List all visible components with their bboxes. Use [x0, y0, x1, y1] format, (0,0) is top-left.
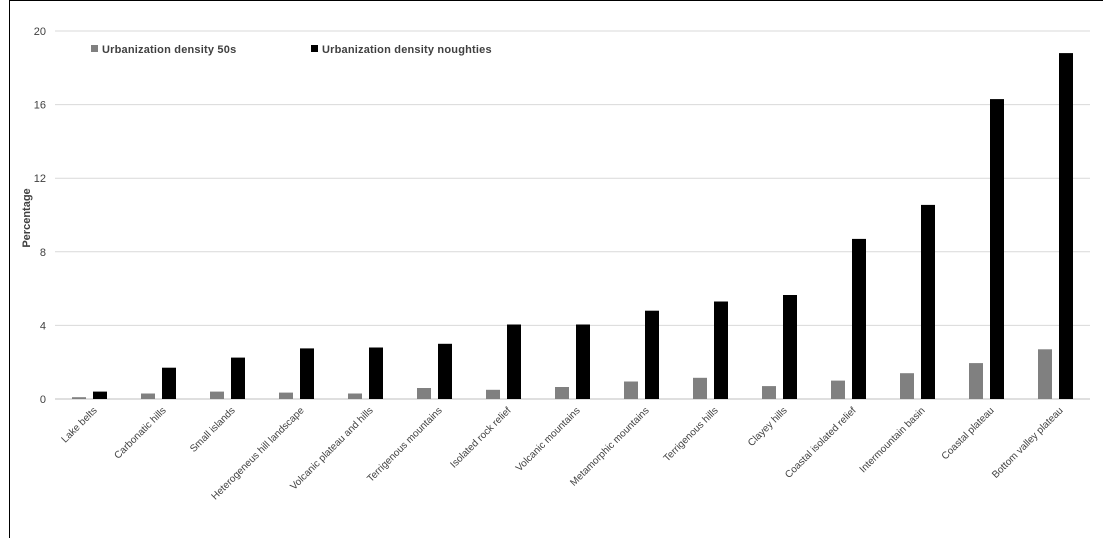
category-label: Volcanic plateau and hills: [288, 405, 375, 492]
bar-noughties: [300, 348, 314, 399]
legend: Urbanization density 50s Urbanization de…: [91, 44, 492, 56]
category-label: Clayey hills: [746, 405, 790, 449]
y-axis-label: Percentage: [21, 188, 33, 247]
category-label: Isolated rock relief: [448, 405, 513, 470]
bar-noughties: [645, 310, 659, 399]
bar-noughties: [783, 295, 797, 399]
bars: [72, 53, 1073, 399]
legend-label-50s: Urbanization density 50s: [102, 44, 236, 56]
bar-50s: [555, 387, 569, 399]
y-tick-labels: 0 4 8 12 16 20: [34, 26, 46, 406]
bar-noughties: [714, 301, 728, 399]
bar-50s: [900, 373, 914, 399]
bar-50s: [279, 392, 293, 399]
y-tick-label: 20: [34, 26, 46, 38]
bar-50s: [210, 391, 224, 399]
y-tick-label: 4: [40, 320, 46, 332]
bar-noughties: [1059, 53, 1073, 399]
category-label: Carbonatic hills: [112, 405, 168, 461]
y-tick-label: 12: [34, 173, 46, 185]
bar-50s: [831, 380, 845, 399]
category-label: Terrigenous hills: [662, 405, 721, 464]
bar-noughties: [852, 238, 866, 399]
category-label: Coastal plateau: [940, 405, 997, 462]
category-labels: Lake belts Carbonatic hills Small islandsH…: [60, 405, 1066, 502]
bar-50s: [693, 377, 707, 399]
bar-50s: [417, 388, 431, 399]
legend-swatch-noughties: [311, 45, 318, 52]
category-label: Small islands: [188, 405, 237, 454]
bar-noughties: [93, 391, 107, 399]
y-tick-label: 16: [34, 100, 46, 112]
bar-50s: [1038, 349, 1052, 399]
bar-50s: [762, 386, 776, 399]
bar-50s: [141, 393, 155, 399]
bar-noughties: [990, 99, 1004, 399]
bar-noughties: [369, 347, 383, 399]
category-label: Intermountain basin: [858, 405, 928, 475]
bar-noughties: [921, 204, 935, 399]
bar-noughties: [576, 324, 590, 399]
bar-noughties: [507, 324, 521, 399]
bar-50s: [348, 393, 362, 399]
category-label: Bottom valley plateau: [990, 405, 1065, 480]
category-label: Volcanic mountains: [514, 405, 583, 474]
bar-50s: [72, 397, 86, 399]
bar-50s: [624, 381, 638, 399]
chart-frame: [9, 0, 1103, 538]
bar-50s: [486, 389, 500, 399]
bar-noughties: [231, 357, 245, 399]
bar-50s: [969, 363, 983, 399]
category-label: Terrigenous mountains: [365, 405, 444, 484]
category-label: Coastal isolated relief: [783, 405, 859, 481]
y-tick-label: 8: [40, 247, 46, 259]
legend-swatch-50s: [91, 45, 98, 52]
y-tick-label: 0: [40, 394, 46, 406]
legend-label-noughties: Urbanization density noughties: [322, 44, 492, 56]
category-label: Metamorphic mountains: [568, 405, 651, 488]
bar-noughties: [162, 367, 176, 399]
grid-lines: [55, 30, 1090, 400]
bar-noughties: [438, 343, 452, 399]
category-label: Lake belts: [60, 405, 100, 445]
